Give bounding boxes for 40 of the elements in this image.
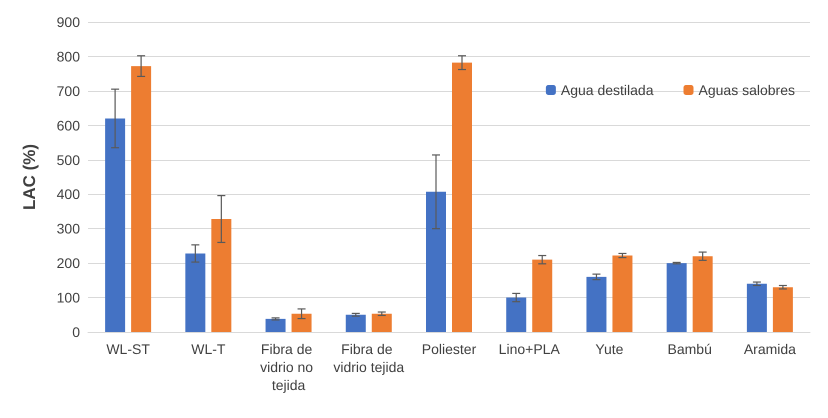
x-tick-label: Yute (595, 341, 624, 357)
legend-label: Agua destilada (560, 82, 654, 98)
y-tick-label: 400 (56, 186, 80, 202)
bar (266, 318, 286, 332)
y-tick-label: 700 (56, 82, 80, 99)
y-tick-label: 800 (56, 48, 80, 64)
y-tick-label: 100 (56, 290, 80, 306)
x-tick-label: Lino+PLA (498, 341, 560, 357)
bar (105, 118, 126, 332)
x-tick-label: Fibra de vidrio tejida (333, 341, 404, 375)
y-tick-label: 500 (56, 152, 80, 168)
bar (452, 62, 472, 332)
legend-label: Aguas salobres (698, 82, 796, 98)
bar (372, 314, 392, 332)
bar (612, 256, 632, 332)
bar (586, 276, 606, 332)
y-tick-label: 200 (56, 255, 80, 272)
bar (532, 260, 552, 332)
y-tick-label: 0 (72, 324, 80, 340)
y-tick-label: 300 (56, 220, 80, 237)
y-axis-title: LAC (%) (20, 144, 39, 210)
bar (131, 66, 152, 332)
y-tick-label: 900 (56, 14, 80, 30)
bar (772, 287, 793, 332)
bar (346, 314, 366, 332)
x-tick-label: Poliester (422, 341, 477, 357)
bar (426, 192, 446, 332)
x-tick-label: Fibra de vidrio no tejida (260, 341, 317, 393)
bar (185, 253, 206, 332)
x-tick-label: Aramida (744, 341, 796, 357)
x-tick-label: WL-ST (106, 341, 150, 357)
bar (211, 219, 232, 332)
bar (506, 298, 526, 332)
bar (692, 256, 713, 332)
x-tick-label: Bambú (667, 341, 712, 357)
bar (292, 314, 312, 332)
bar (746, 284, 767, 332)
x-tick-label: WL-T (191, 341, 226, 357)
bar (666, 263, 687, 332)
y-tick-label: 600 (56, 117, 80, 134)
